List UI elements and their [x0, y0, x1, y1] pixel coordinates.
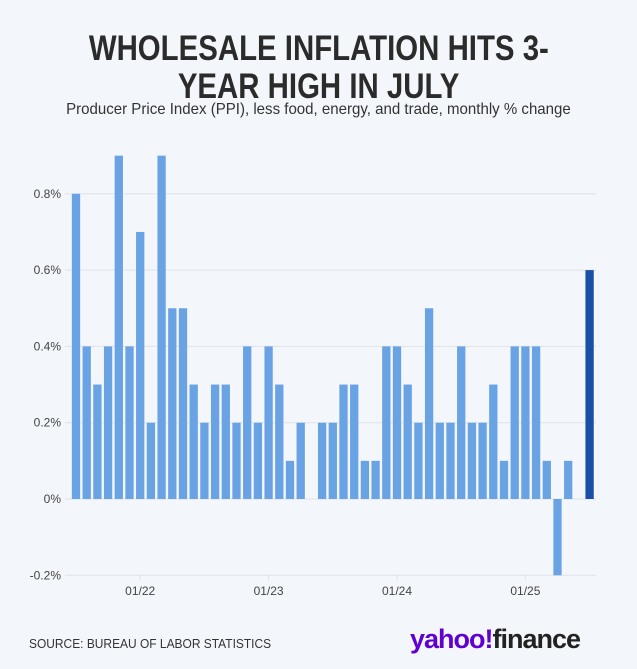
- bar-10-21: [103, 346, 113, 499]
- y-tick-label: 0.4%: [34, 339, 62, 353]
- bar-09-23: [350, 384, 359, 499]
- x-axis-labels: 01/22 01/23 01/24 01/25: [125, 575, 541, 598]
- bar-11-21: [114, 155, 123, 499]
- bar-08-22: [210, 384, 220, 499]
- bar-10-24: [489, 384, 498, 499]
- bar-01-24: [392, 346, 402, 499]
- bar-03-23: [285, 460, 295, 499]
- bar-12-23: [382, 346, 391, 499]
- bar-02-25: [531, 346, 541, 499]
- chart-subtitle-text: Producer Price Index (PPI), less food, e…: [66, 101, 571, 118]
- y-tick-label: 0.6%: [34, 263, 62, 277]
- bar-02-22: [146, 422, 156, 499]
- x-tick-label: 01/24: [382, 584, 412, 598]
- bar-12-24: [510, 346, 519, 499]
- bar-08-23: [339, 384, 348, 499]
- y-tick-label: -0.2%: [30, 568, 62, 582]
- bar-10-23: [360, 460, 370, 499]
- yahoo-finance-logo: yahoo!finance: [410, 624, 582, 655]
- bar-12-22: [253, 422, 263, 499]
- bar-11-24: [499, 460, 509, 499]
- bar-04-23: [296, 422, 305, 499]
- chart-title-line-2: YEAR HIGH IN JULY: [0, 69, 637, 105]
- logo-yahoo: yahoo!: [410, 624, 494, 654]
- bar-10-22: [232, 422, 241, 499]
- chart-title-text-2: YEAR HIGH IN JULY: [177, 67, 460, 106]
- bar-07-23: [328, 422, 337, 499]
- bar-07-25: [585, 270, 594, 499]
- y-tick-label: 0%: [44, 492, 62, 506]
- bars: [71, 155, 594, 576]
- bar-08-21: [82, 346, 91, 499]
- bar-09-24: [478, 422, 487, 499]
- bar-07-21: [71, 193, 81, 500]
- x-tick-label: 01/25: [510, 584, 540, 598]
- bar-05-24: [435, 422, 444, 499]
- bar-09-22: [221, 384, 230, 499]
- bar-04-25: [553, 499, 562, 576]
- source-text: SOURCE: BUREAU OF LABOR STATISTICS: [29, 636, 272, 651]
- y-axis-labels: -0.2% 0% 0.2% 0.4% 0.6% 0.8%: [30, 187, 62, 582]
- logo-finance: finance: [492, 624, 582, 654]
- chart-title-line-1: WHOLESALE INFLATION HITS 3-: [0, 31, 637, 67]
- bar-08-24: [467, 422, 477, 499]
- y-tick-label: 0.8%: [34, 187, 62, 201]
- bar-09-21: [93, 384, 102, 499]
- chart-subtitle: Producer Price Index (PPI), less food, e…: [0, 101, 637, 119]
- bar-06-23: [317, 422, 327, 499]
- bar-02-24: [403, 384, 412, 499]
- bar-06-22: [189, 384, 198, 499]
- bar-11-23: [371, 460, 380, 499]
- bar-06-24: [446, 422, 455, 499]
- y-tick-label: 0.2%: [34, 416, 62, 430]
- source-note: SOURCE: BUREAU OF LABOR STATISTICS: [29, 636, 292, 651]
- bar-03-22: [157, 155, 166, 499]
- x-tick-label: 01/23: [254, 584, 284, 598]
- bar-04-24: [424, 308, 434, 499]
- bar-04-22: [168, 308, 177, 499]
- bar-12-21: [125, 346, 134, 499]
- bar-03-24: [414, 422, 423, 499]
- bar-02-23: [275, 384, 284, 499]
- bar-11-22: [243, 346, 252, 499]
- bar-01-25: [521, 346, 530, 499]
- bar-07-24: [457, 346, 466, 499]
- bar-01-23: [264, 346, 273, 499]
- bar-05-22: [178, 308, 188, 499]
- bar-07-22: [200, 422, 209, 499]
- bar-03-25: [542, 460, 551, 499]
- bar-01-22: [136, 231, 145, 499]
- chart-title-text-1: WHOLESALE INFLATION HITS 3-: [88, 29, 549, 68]
- bar-05-25: [564, 460, 573, 499]
- x-tick-label: 01/22: [125, 584, 155, 598]
